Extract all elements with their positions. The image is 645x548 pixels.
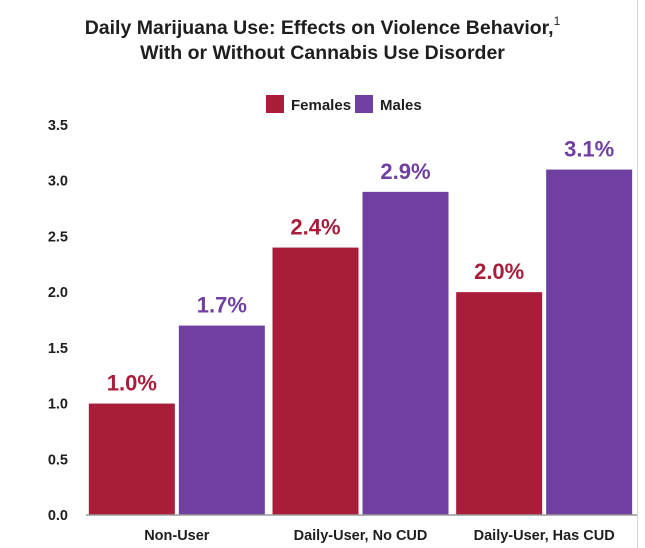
chart-title: Daily Marijuana Use: Effects on Violence… [0, 14, 645, 66]
frame-edge [637, 0, 638, 548]
data-label: 2.9% [380, 159, 430, 184]
bar-females-0 [88, 403, 175, 515]
data-label: 1.7% [197, 293, 247, 318]
legend-label-1: Males [380, 97, 422, 114]
y-tick-label: 3.5 [48, 118, 68, 134]
y-tick-label: 3.0 [48, 174, 68, 190]
y-tick-label: 2.5 [48, 229, 68, 245]
chart-title-line1: Daily Marijuana Use: Effects on Violence… [84, 17, 554, 39]
chart-title-line2: With or Without Cannabis Use Disorder [140, 42, 505, 64]
data-label: 2.4% [290, 215, 340, 240]
x-category-label: Daily-User, No CUD [294, 528, 428, 544]
legend-label-0: Females [291, 97, 351, 114]
y-tick-label: 0.5 [48, 452, 68, 468]
bar-males-0 [178, 325, 265, 515]
data-label: 2.0% [474, 259, 524, 284]
x-category-label: Non-User [144, 528, 210, 544]
bar-males-1 [362, 191, 449, 515]
bar-females-1 [272, 247, 359, 516]
bar-females-2 [456, 292, 543, 515]
y-tick-label: 2.0 [48, 285, 68, 301]
bar-males-2 [546, 169, 633, 516]
y-tick-label: 1.0 [48, 397, 68, 413]
x-category-label: Daily-User, Has CUD [474, 528, 615, 544]
title-footnote-marker: 1 [553, 14, 561, 28]
y-tick-label: 0.0 [48, 508, 68, 524]
legend-swatch-1 [355, 95, 373, 113]
data-label: 1.0% [107, 371, 157, 396]
y-tick-label: 1.5 [48, 341, 68, 357]
legend-swatch-0 [266, 95, 284, 113]
data-label: 3.1% [564, 137, 614, 162]
